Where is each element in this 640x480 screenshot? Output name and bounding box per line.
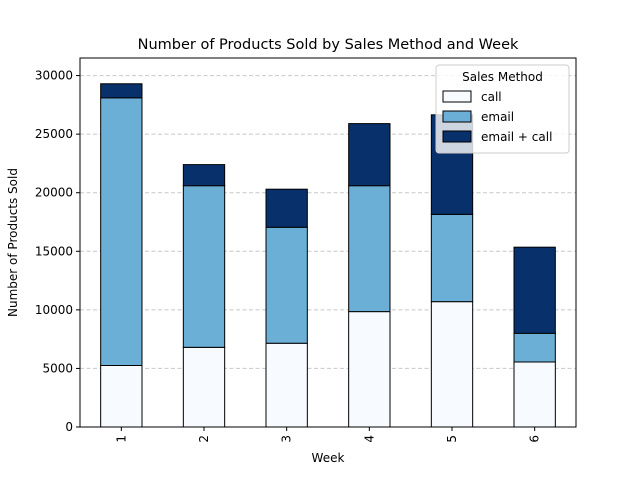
bar-segment — [513, 332, 556, 363]
legend: Sales Method call email email + call — [435, 64, 570, 154]
legend-title: Sales Method — [462, 70, 543, 84]
y-axis: 0 5000 10000 15000 20000 25000 30000 — [35, 69, 80, 434]
y-tick-label: 10000 — [35, 303, 73, 317]
bar-segment — [100, 97, 143, 366]
bar-segment — [348, 185, 391, 313]
bar-segment — [182, 185, 226, 348]
x-tick-label: 1 — [114, 435, 128, 443]
bar-segment — [100, 365, 143, 428]
bar-segment — [265, 188, 308, 228]
x-tick-label: 3 — [280, 435, 294, 443]
y-tick-label: 25000 — [35, 127, 73, 141]
legend-label: email — [481, 110, 514, 124]
legend-swatch — [442, 130, 472, 143]
bar-segment — [513, 246, 556, 334]
x-tick-label: 2 — [197, 435, 211, 443]
x-axis-label: Week — [312, 451, 345, 465]
legend-label: email + call — [481, 130, 552, 144]
chart-title: Number of Products Sold by Sales Method … — [138, 37, 519, 53]
bar-segment — [513, 361, 556, 428]
x-tick-label: 6 — [528, 435, 542, 443]
y-tick-label: 30000 — [35, 69, 73, 83]
bar-segment — [348, 311, 391, 428]
legend-swatch — [442, 110, 472, 123]
bar-segment — [430, 213, 474, 303]
plot-frame — [79, 57, 577, 428]
x-tick-label: 5 — [445, 435, 459, 443]
x-axis: 1 2 3 4 5 6 — [114, 427, 542, 443]
legend-swatch — [442, 90, 472, 103]
bar-segment — [430, 301, 474, 428]
y-tick-label: 0 — [65, 420, 73, 434]
y-tick-label: 15000 — [35, 244, 73, 258]
bar-segment — [265, 226, 308, 344]
bar-segment — [182, 164, 226, 187]
y-tick-label: 5000 — [42, 361, 73, 375]
legend-label: call — [481, 90, 502, 104]
bar-segment — [265, 342, 308, 428]
bar-segment — [182, 346, 226, 428]
bar-segment — [100, 83, 143, 99]
bar-segment — [348, 123, 391, 187]
x-tick-label: 4 — [362, 435, 376, 443]
y-tick-label: 20000 — [35, 186, 73, 200]
y-axis-label: Number of Products Sold — [6, 168, 20, 317]
